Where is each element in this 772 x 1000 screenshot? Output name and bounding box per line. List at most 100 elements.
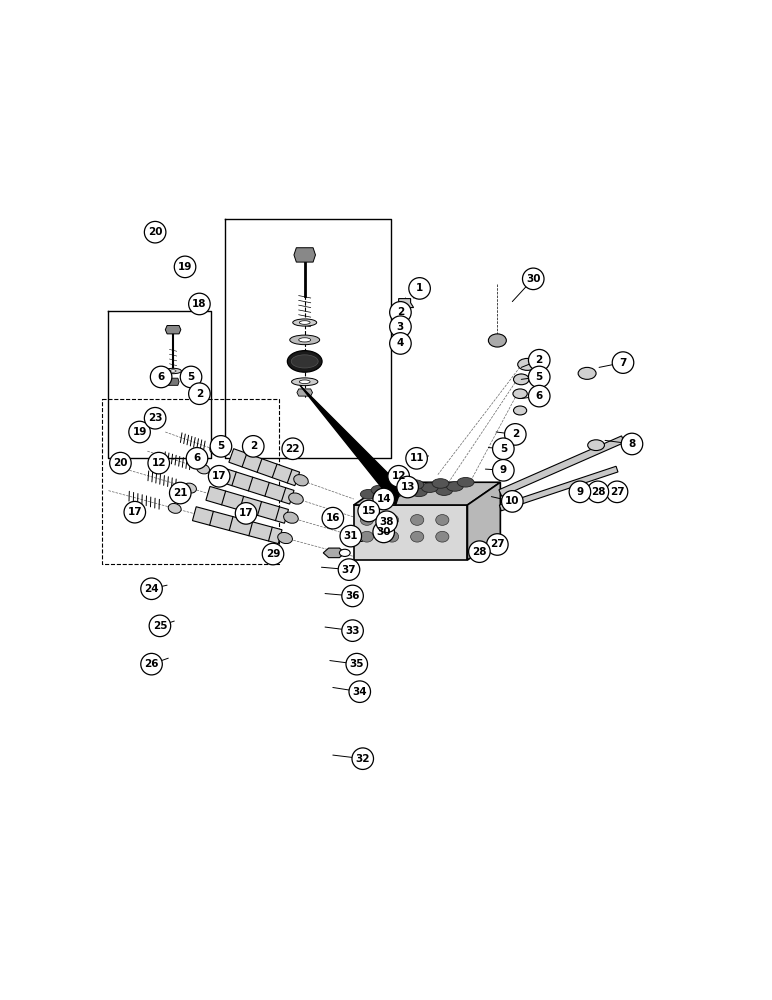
- Polygon shape: [468, 482, 500, 560]
- Circle shape: [612, 352, 634, 373]
- Ellipse shape: [184, 483, 196, 493]
- Circle shape: [358, 500, 380, 522]
- Text: 26: 26: [144, 659, 159, 669]
- Ellipse shape: [385, 531, 398, 542]
- Ellipse shape: [518, 358, 537, 370]
- Ellipse shape: [170, 370, 176, 372]
- Ellipse shape: [164, 368, 181, 374]
- Circle shape: [342, 620, 364, 641]
- Circle shape: [342, 585, 364, 607]
- Ellipse shape: [382, 481, 398, 491]
- Circle shape: [388, 466, 409, 487]
- Text: 17: 17: [239, 508, 253, 518]
- Circle shape: [349, 681, 371, 702]
- Ellipse shape: [489, 334, 506, 347]
- Ellipse shape: [432, 479, 449, 488]
- Text: 15: 15: [361, 506, 376, 516]
- Ellipse shape: [283, 512, 298, 523]
- Circle shape: [376, 511, 398, 533]
- Text: 20: 20: [113, 458, 127, 468]
- Polygon shape: [351, 534, 366, 541]
- Ellipse shape: [290, 335, 320, 345]
- Circle shape: [174, 256, 196, 278]
- Ellipse shape: [400, 320, 409, 333]
- Text: 33: 33: [345, 626, 360, 636]
- Text: 6: 6: [157, 372, 164, 382]
- Circle shape: [338, 559, 360, 580]
- Circle shape: [390, 316, 411, 337]
- Ellipse shape: [340, 549, 350, 556]
- Text: 19: 19: [132, 427, 147, 437]
- Circle shape: [469, 541, 490, 562]
- Circle shape: [322, 507, 344, 529]
- Text: 9: 9: [577, 487, 584, 497]
- Text: 6: 6: [194, 453, 201, 463]
- Ellipse shape: [396, 484, 413, 494]
- Polygon shape: [323, 548, 345, 558]
- Ellipse shape: [578, 367, 596, 379]
- Ellipse shape: [292, 378, 318, 386]
- Text: 31: 31: [344, 531, 358, 541]
- Text: 10: 10: [505, 496, 520, 506]
- Circle shape: [373, 521, 394, 543]
- Text: 6: 6: [536, 391, 543, 401]
- Ellipse shape: [197, 464, 209, 474]
- Circle shape: [242, 436, 264, 457]
- Text: 37: 37: [342, 565, 357, 575]
- Ellipse shape: [513, 389, 527, 399]
- Ellipse shape: [385, 515, 398, 525]
- Ellipse shape: [293, 475, 308, 486]
- Text: 17: 17: [212, 471, 226, 481]
- Polygon shape: [499, 466, 618, 511]
- Text: 2: 2: [536, 355, 543, 365]
- Text: 12: 12: [151, 458, 166, 468]
- Circle shape: [141, 653, 162, 675]
- Polygon shape: [165, 326, 181, 334]
- Circle shape: [340, 525, 361, 547]
- Polygon shape: [229, 449, 300, 486]
- Text: 11: 11: [409, 453, 424, 463]
- Text: 28: 28: [591, 487, 605, 497]
- Text: 27: 27: [490, 539, 505, 549]
- Circle shape: [151, 366, 172, 388]
- Text: 2: 2: [249, 441, 257, 451]
- Ellipse shape: [400, 336, 409, 346]
- Text: 36: 36: [345, 591, 360, 601]
- Circle shape: [129, 421, 151, 443]
- Circle shape: [170, 482, 191, 504]
- Circle shape: [235, 503, 257, 524]
- Circle shape: [621, 433, 643, 455]
- Polygon shape: [297, 389, 313, 396]
- Text: 5: 5: [499, 444, 507, 454]
- Circle shape: [144, 221, 166, 243]
- Ellipse shape: [385, 488, 402, 498]
- Ellipse shape: [210, 445, 222, 455]
- Polygon shape: [218, 467, 294, 504]
- Ellipse shape: [407, 480, 424, 489]
- Ellipse shape: [287, 351, 322, 372]
- Text: 30: 30: [526, 274, 540, 284]
- Polygon shape: [499, 436, 625, 496]
- Ellipse shape: [300, 321, 310, 324]
- Circle shape: [397, 476, 418, 498]
- Ellipse shape: [289, 493, 303, 504]
- Ellipse shape: [361, 531, 374, 542]
- Ellipse shape: [457, 477, 474, 487]
- Text: 19: 19: [178, 262, 192, 272]
- Text: 8: 8: [628, 439, 635, 449]
- Circle shape: [390, 302, 411, 323]
- Ellipse shape: [513, 374, 529, 385]
- Circle shape: [529, 349, 550, 371]
- Circle shape: [148, 452, 170, 474]
- Circle shape: [505, 424, 526, 445]
- Ellipse shape: [278, 532, 293, 544]
- Circle shape: [188, 293, 210, 315]
- Circle shape: [529, 385, 550, 407]
- Text: 17: 17: [127, 507, 142, 517]
- Ellipse shape: [299, 338, 310, 342]
- Text: 32: 32: [355, 754, 370, 764]
- Ellipse shape: [411, 487, 428, 497]
- Ellipse shape: [513, 406, 527, 415]
- Circle shape: [149, 615, 171, 637]
- Ellipse shape: [371, 485, 388, 495]
